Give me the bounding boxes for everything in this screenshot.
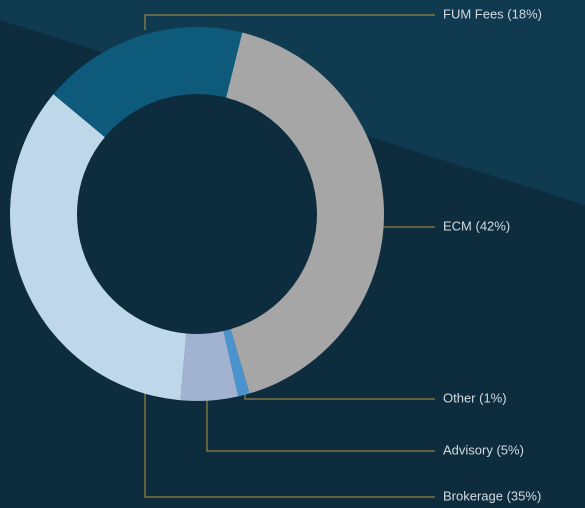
segment-label: Other (1%)	[443, 390, 507, 405]
segment-label: Brokerage (35%)	[443, 488, 541, 503]
leader-line	[144, 14, 435, 30]
donut-segment	[180, 331, 239, 401]
segment-label: Advisory (5%)	[443, 442, 524, 457]
leader-lines	[144, 14, 435, 498]
donut-segment	[53, 27, 243, 138]
donut-segment	[226, 32, 384, 394]
leader-line	[206, 400, 435, 452]
leader-line	[244, 393, 435, 400]
leader-line	[144, 393, 435, 498]
donut-segment	[10, 94, 187, 401]
segment-label: ECM (42%)	[443, 218, 510, 233]
segment-label: FUM Fees (18%)	[443, 6, 542, 21]
donut-segment	[223, 329, 250, 397]
